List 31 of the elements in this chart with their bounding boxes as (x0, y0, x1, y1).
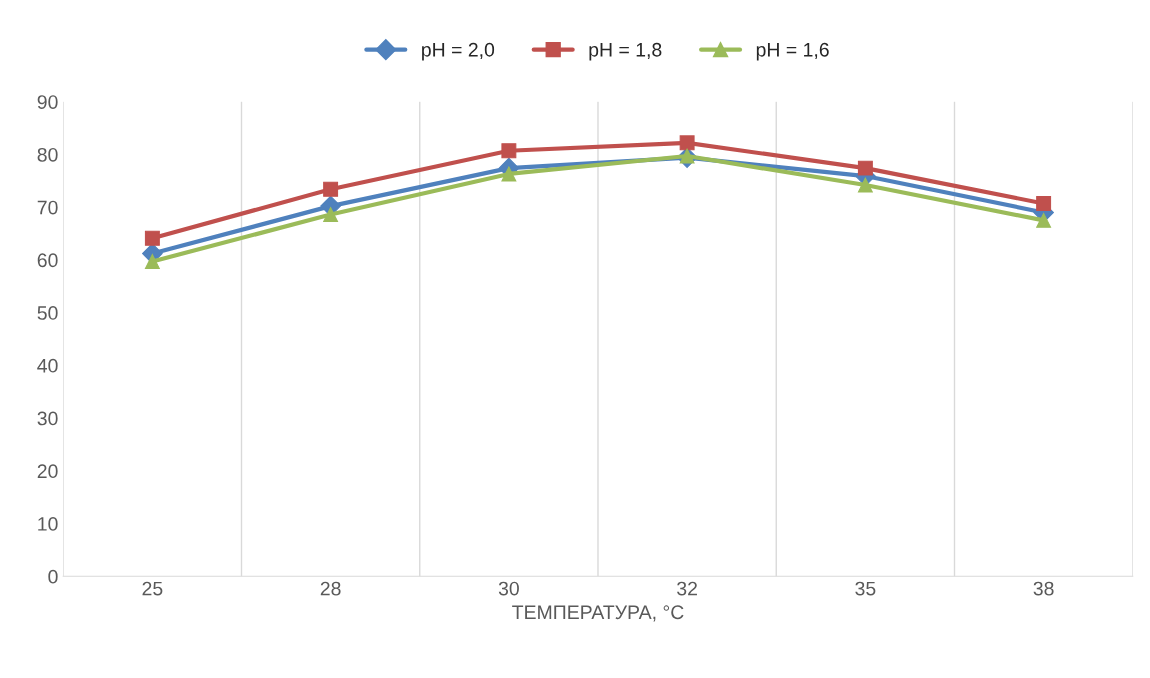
y-tick-label: 10 (38, 517, 58, 531)
point (1036, 196, 1052, 211)
y-tick-label: 20 (37, 464, 58, 479)
point (1036, 212, 1052, 228)
legend-label: pH = 2,0 (422, 42, 495, 61)
x-tick-label: 25 (142, 581, 163, 596)
point (857, 177, 873, 193)
y-tick-label: 70 (37, 200, 58, 215)
point (857, 160, 873, 176)
y-tick-label: 80 (37, 147, 58, 162)
x-tick-label: 38 (1033, 581, 1054, 596)
x-tick-label: 35 (855, 581, 876, 596)
y-tick-label: 0 (48, 569, 58, 584)
x-tick-label: 30 (498, 581, 519, 596)
point (323, 181, 339, 197)
y-tick-label: 60 (37, 253, 58, 268)
x-axis-title: ТЕМПЕРАТУРА, °C (512, 605, 684, 622)
point (679, 135, 695, 151)
point (501, 166, 517, 182)
y-tick-label: 30 (37, 411, 58, 426)
point (323, 207, 339, 223)
y-tick-label: 50 (37, 306, 58, 320)
point (501, 143, 517, 159)
y-tick-label: 40 (37, 358, 58, 373)
legend-label: pH = 1,8 (589, 42, 662, 61)
point (144, 230, 160, 246)
legend-label: pH = 1,6 (756, 42, 829, 61)
x-tick-label: 28 (320, 581, 341, 596)
x-tick-label: 32 (677, 581, 697, 596)
point (144, 254, 160, 269)
y-tick-label: 90 (37, 95, 58, 109)
